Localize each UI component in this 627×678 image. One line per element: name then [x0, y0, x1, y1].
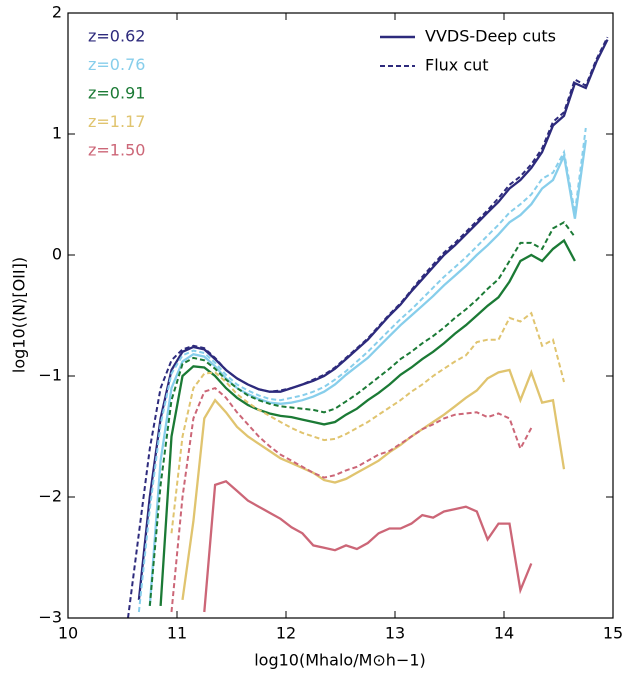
x-tick-label: 14: [494, 624, 514, 643]
series-line: [137, 39, 609, 601]
series-line: [159, 238, 576, 606]
x-tick-label: 15: [603, 624, 623, 643]
series-line: [181, 368, 566, 601]
legend-label: z=0.91: [88, 84, 145, 103]
y-tick-label: −1: [38, 366, 62, 385]
x-tick-label: 13: [385, 624, 405, 643]
y-axis-label: log10(⟨N⟩[OII]): [10, 257, 29, 373]
series-line: [148, 139, 587, 606]
legend-label: z=1.50: [88, 141, 145, 160]
legend-label: Flux cut: [425, 56, 489, 75]
legend-label: z=1.17: [88, 112, 145, 131]
y-tick-label: −2: [38, 487, 62, 506]
y-tick-label: 1: [52, 124, 62, 143]
flux-cut-line: [170, 311, 565, 534]
x-tick-label: 11: [167, 624, 187, 643]
flux-cut-line: [137, 127, 587, 613]
legend-label: z=0.62: [88, 27, 145, 46]
series-line: [203, 480, 533, 613]
y-tick-label: −3: [38, 608, 62, 627]
y-tick-label: 0: [52, 245, 62, 264]
x-tick-label: 12: [276, 624, 296, 643]
plot-lines: [127, 36, 609, 618]
flux-cut-line: [170, 386, 533, 613]
flux-cut-line: [148, 221, 576, 606]
legend-label: z=0.76: [88, 55, 145, 74]
y-tick-label: 2: [52, 3, 62, 22]
plot-frame: [67, 12, 614, 619]
legend-label: VVDS-Deep cuts: [425, 27, 556, 46]
x-axis-label: log10(Mhalo/M⊙h−1): [254, 651, 426, 670]
x-tick-label: 10: [58, 624, 78, 643]
